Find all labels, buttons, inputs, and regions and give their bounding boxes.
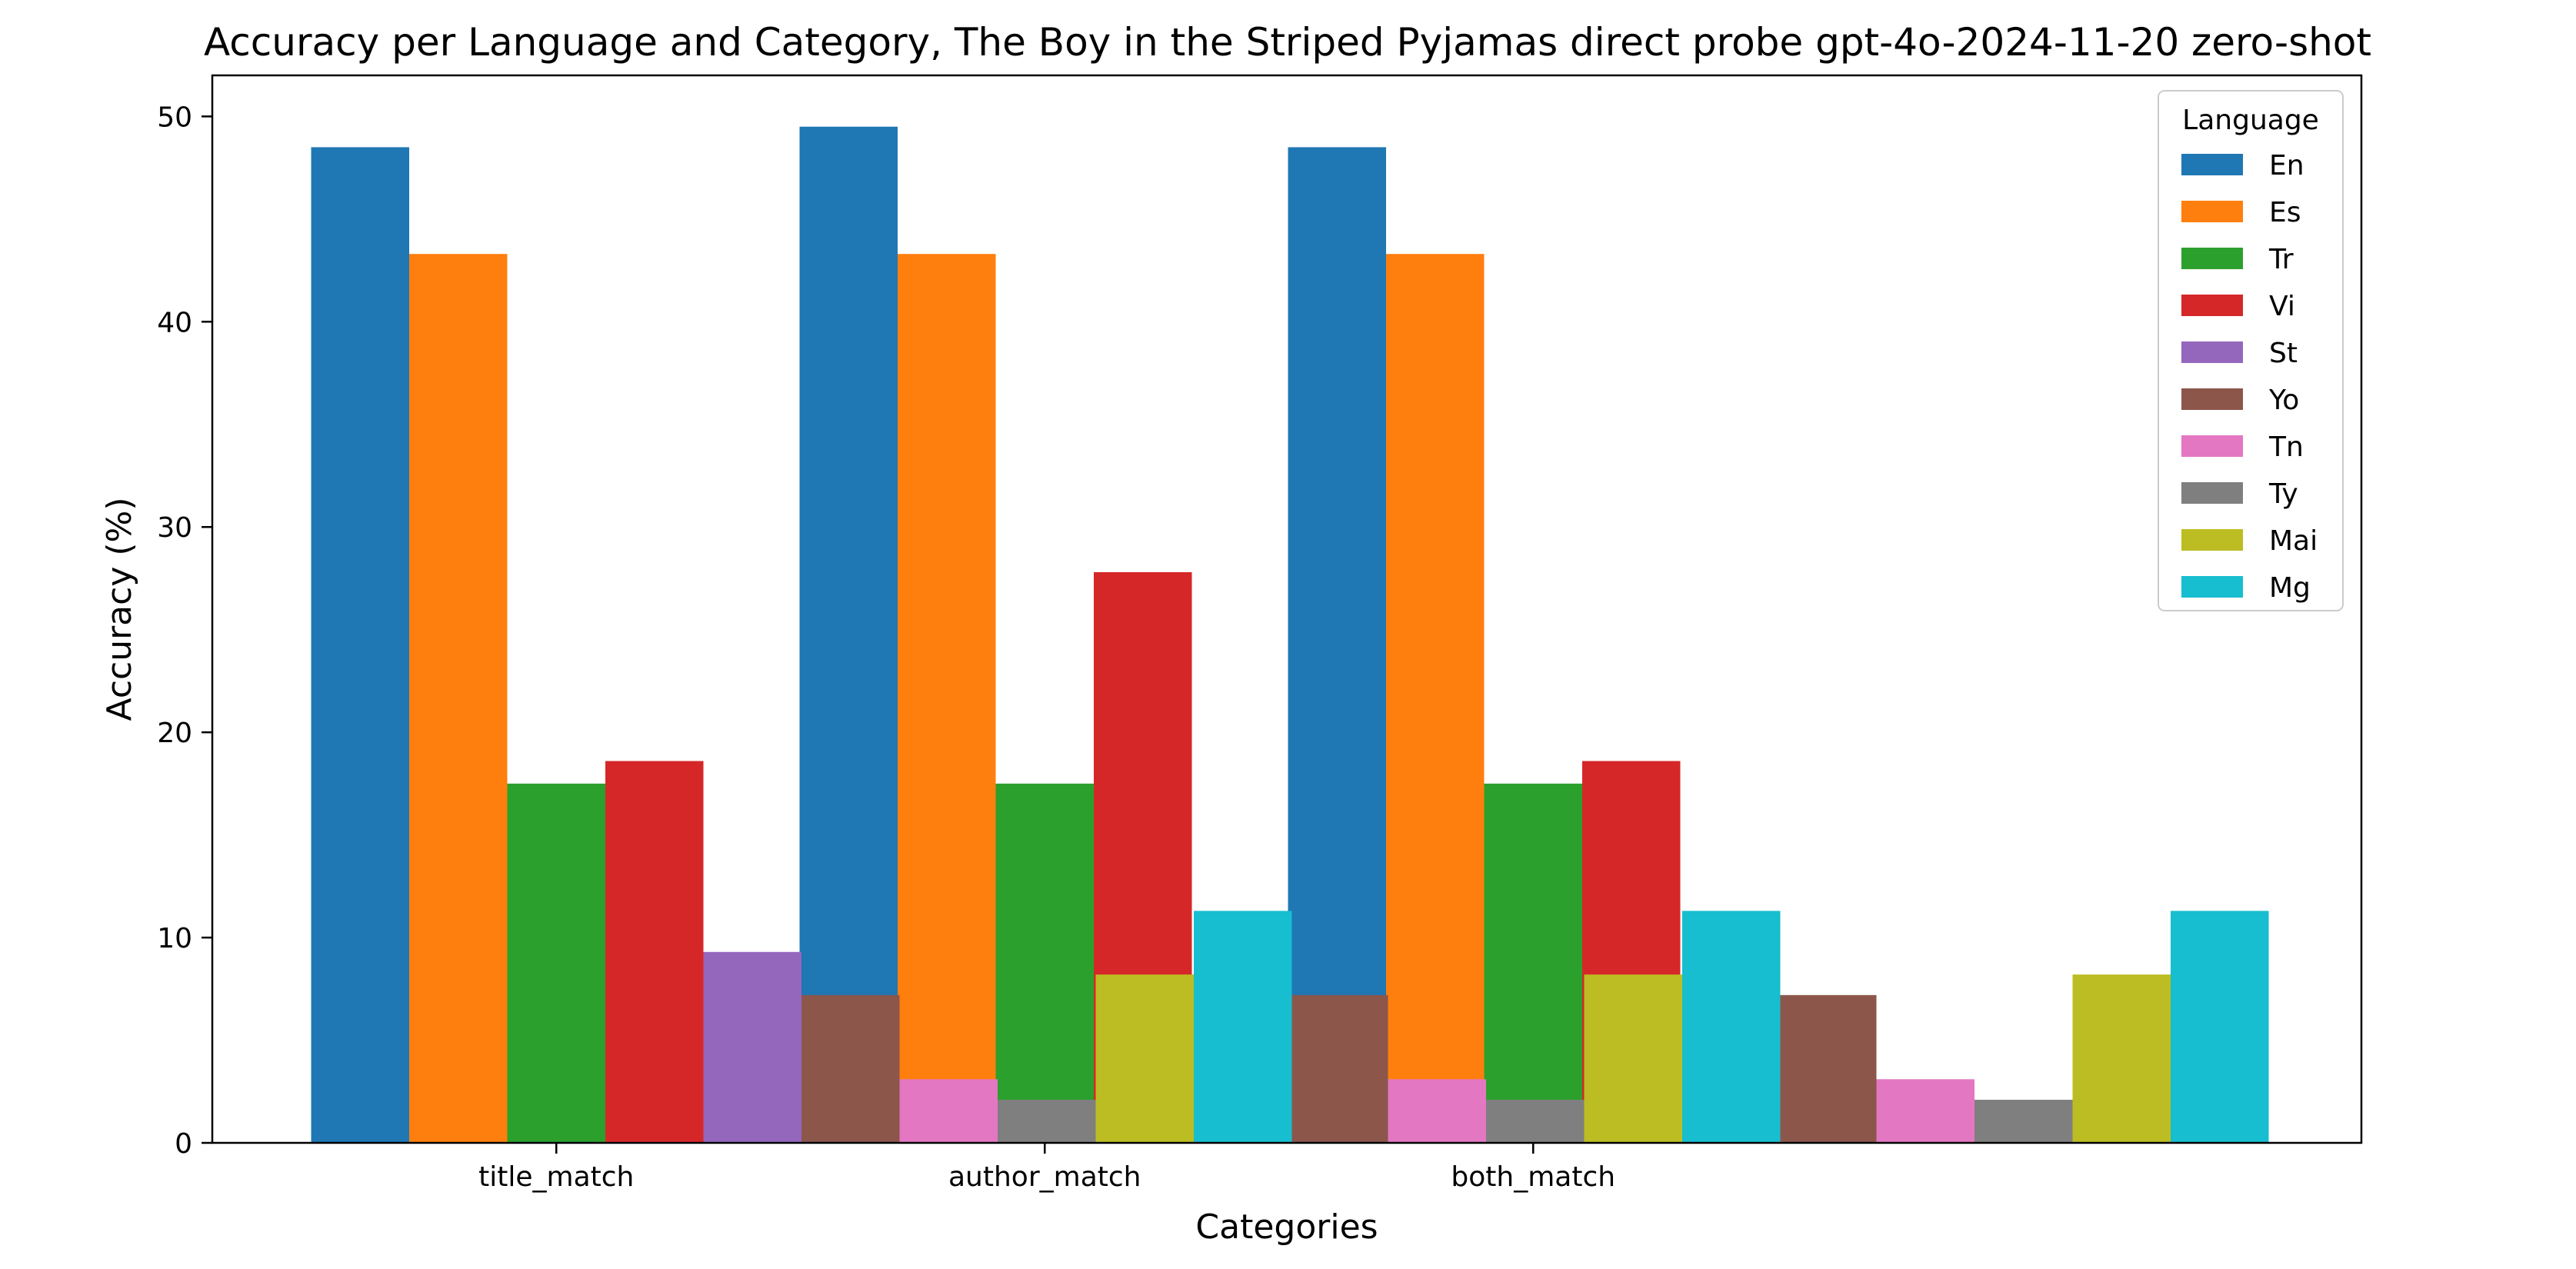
y-tick-label: 50 (157, 102, 192, 133)
bar-ty-both_match (1974, 1099, 2073, 1143)
bar-mai-author_match (1584, 974, 1682, 1143)
legend-label-yo: Yo (2268, 385, 2299, 416)
bar-mai-both_match (2072, 974, 2171, 1143)
y-axis-label: Accuracy (%) (100, 497, 139, 721)
x-tick-label-title_match: title_match (478, 1161, 634, 1193)
bar-en-author_match (799, 126, 898, 1144)
bar-ty-author_match (1486, 1099, 1585, 1143)
legend-label-ty: Ty (2268, 478, 2298, 510)
legend-swatch-tr (2181, 248, 2243, 269)
legend-swatch-ty (2181, 482, 2243, 504)
bar-tr-both_match (1484, 783, 1582, 1143)
y-tick-label: 10 (157, 923, 192, 954)
bar-mg-title_match (1194, 911, 1292, 1143)
bar-yo-author_match (1290, 994, 1388, 1143)
legend-swatch-es (2181, 201, 2243, 222)
legend-swatch-st (2181, 341, 2243, 363)
legend-swatch-mg (2181, 576, 2243, 598)
bar-es-title_match (409, 254, 508, 1143)
legend-swatch-yo (2181, 388, 2243, 410)
bar-tr-author_match (995, 783, 1094, 1143)
bar-mai-title_match (1095, 974, 1194, 1143)
y-tick-label: 30 (157, 512, 192, 544)
bar-vi-title_match (605, 761, 704, 1143)
bar-tn-both_match (1876, 1079, 1974, 1143)
bar-en-title_match (311, 147, 409, 1143)
bar-ty-title_match (998, 1099, 1096, 1143)
legend-label-tn: Tn (2268, 431, 2304, 463)
chart-title: Accuracy per Language and Category, The … (204, 20, 2371, 65)
y-tick-label: 20 (157, 718, 192, 749)
bar-es-author_match (898, 254, 996, 1143)
plot-frame (211, 74, 2363, 1144)
legend-swatch-tn (2181, 435, 2243, 457)
bar-tn-title_match (899, 1079, 998, 1143)
legend-label-vi: Vi (2269, 291, 2295, 322)
bar-mg-both_match (2171, 911, 2269, 1143)
x-axis: title_match author_match both_match (478, 1143, 1615, 1193)
legend-label-tr: Tr (2268, 244, 2294, 275)
legend-title: Language (2182, 105, 2319, 136)
x-axis-label: Categories (1195, 1207, 1378, 1247)
legend-swatch-mai (2181, 529, 2243, 551)
legend-swatch-en (2181, 154, 2243, 175)
y-tick-label: 40 (157, 307, 192, 338)
x-tick-label-author_match: author_match (948, 1161, 1141, 1193)
x-tick-label-both_match: both_match (1451, 1161, 1615, 1193)
bar-tr-title_match (507, 783, 605, 1143)
bar-es-both_match (1386, 254, 1485, 1143)
y-axis: 0 10 20 30 40 50 (157, 102, 212, 1160)
bars-group (311, 126, 2269, 1144)
legend: Language En Es Tr Vi St Yo Tn Ty Mai Mg (2158, 90, 2344, 611)
bar-st-title_match (703, 951, 801, 1143)
legend-swatch-vi (2181, 295, 2243, 316)
legend-label-mai: Mai (2269, 525, 2318, 557)
legend-label-es: Es (2269, 197, 2301, 228)
bar-yo-title_match (801, 994, 900, 1143)
bar-tn-author_match (1388, 1079, 1486, 1143)
bar-mg-author_match (1682, 911, 1781, 1143)
bar-yo-both_match (1778, 994, 1877, 1143)
bar-en-both_match (1288, 147, 1386, 1143)
legend-label-mg: Mg (2269, 572, 2311, 604)
y-tick-label: 0 (175, 1128, 192, 1160)
legend-label-st: St (2269, 338, 2298, 369)
legend-label-en: En (2269, 150, 2304, 182)
